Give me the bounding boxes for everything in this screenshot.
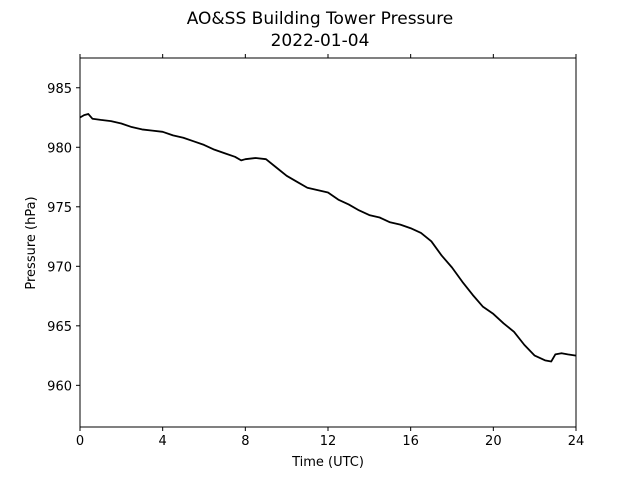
x-axis-ticks: 0 4 8 12 16 20 24: [76, 54, 584, 449]
x-tick-label: 0: [76, 434, 84, 449]
x-tick-label: 24: [568, 434, 585, 449]
plot-area: 0 4 8 12 16 20 24 960 965 970 975 980 985: [47, 54, 584, 449]
x-tick-label: 8: [241, 434, 249, 449]
chart-subtitle: 2022-01-04: [271, 31, 370, 51]
x-tick-label: 16: [402, 434, 419, 449]
y-axis-label: Pressure (hPa): [24, 196, 39, 289]
chart-title: AO&SS Building Tower Pressure: [187, 9, 454, 29]
x-tick-label: 20: [485, 434, 502, 449]
y-tick-label: 965: [47, 320, 72, 335]
x-axis-label: Time (UTC): [291, 455, 364, 470]
y-tick-label: 985: [47, 82, 72, 97]
y-tick-label: 970: [47, 260, 72, 275]
y-tick-label: 980: [47, 141, 72, 156]
x-tick-label: 12: [320, 434, 337, 449]
series-group: [79, 113, 577, 363]
plot-frame: [79, 57, 577, 428]
y-axis-ticks: 960 965 970 975 980 985: [47, 82, 80, 394]
series-line-0: [79, 113, 577, 363]
x-tick-label: 4: [159, 434, 167, 449]
y-tick-label: 960: [47, 379, 72, 394]
y-tick-label: 975: [47, 201, 72, 216]
